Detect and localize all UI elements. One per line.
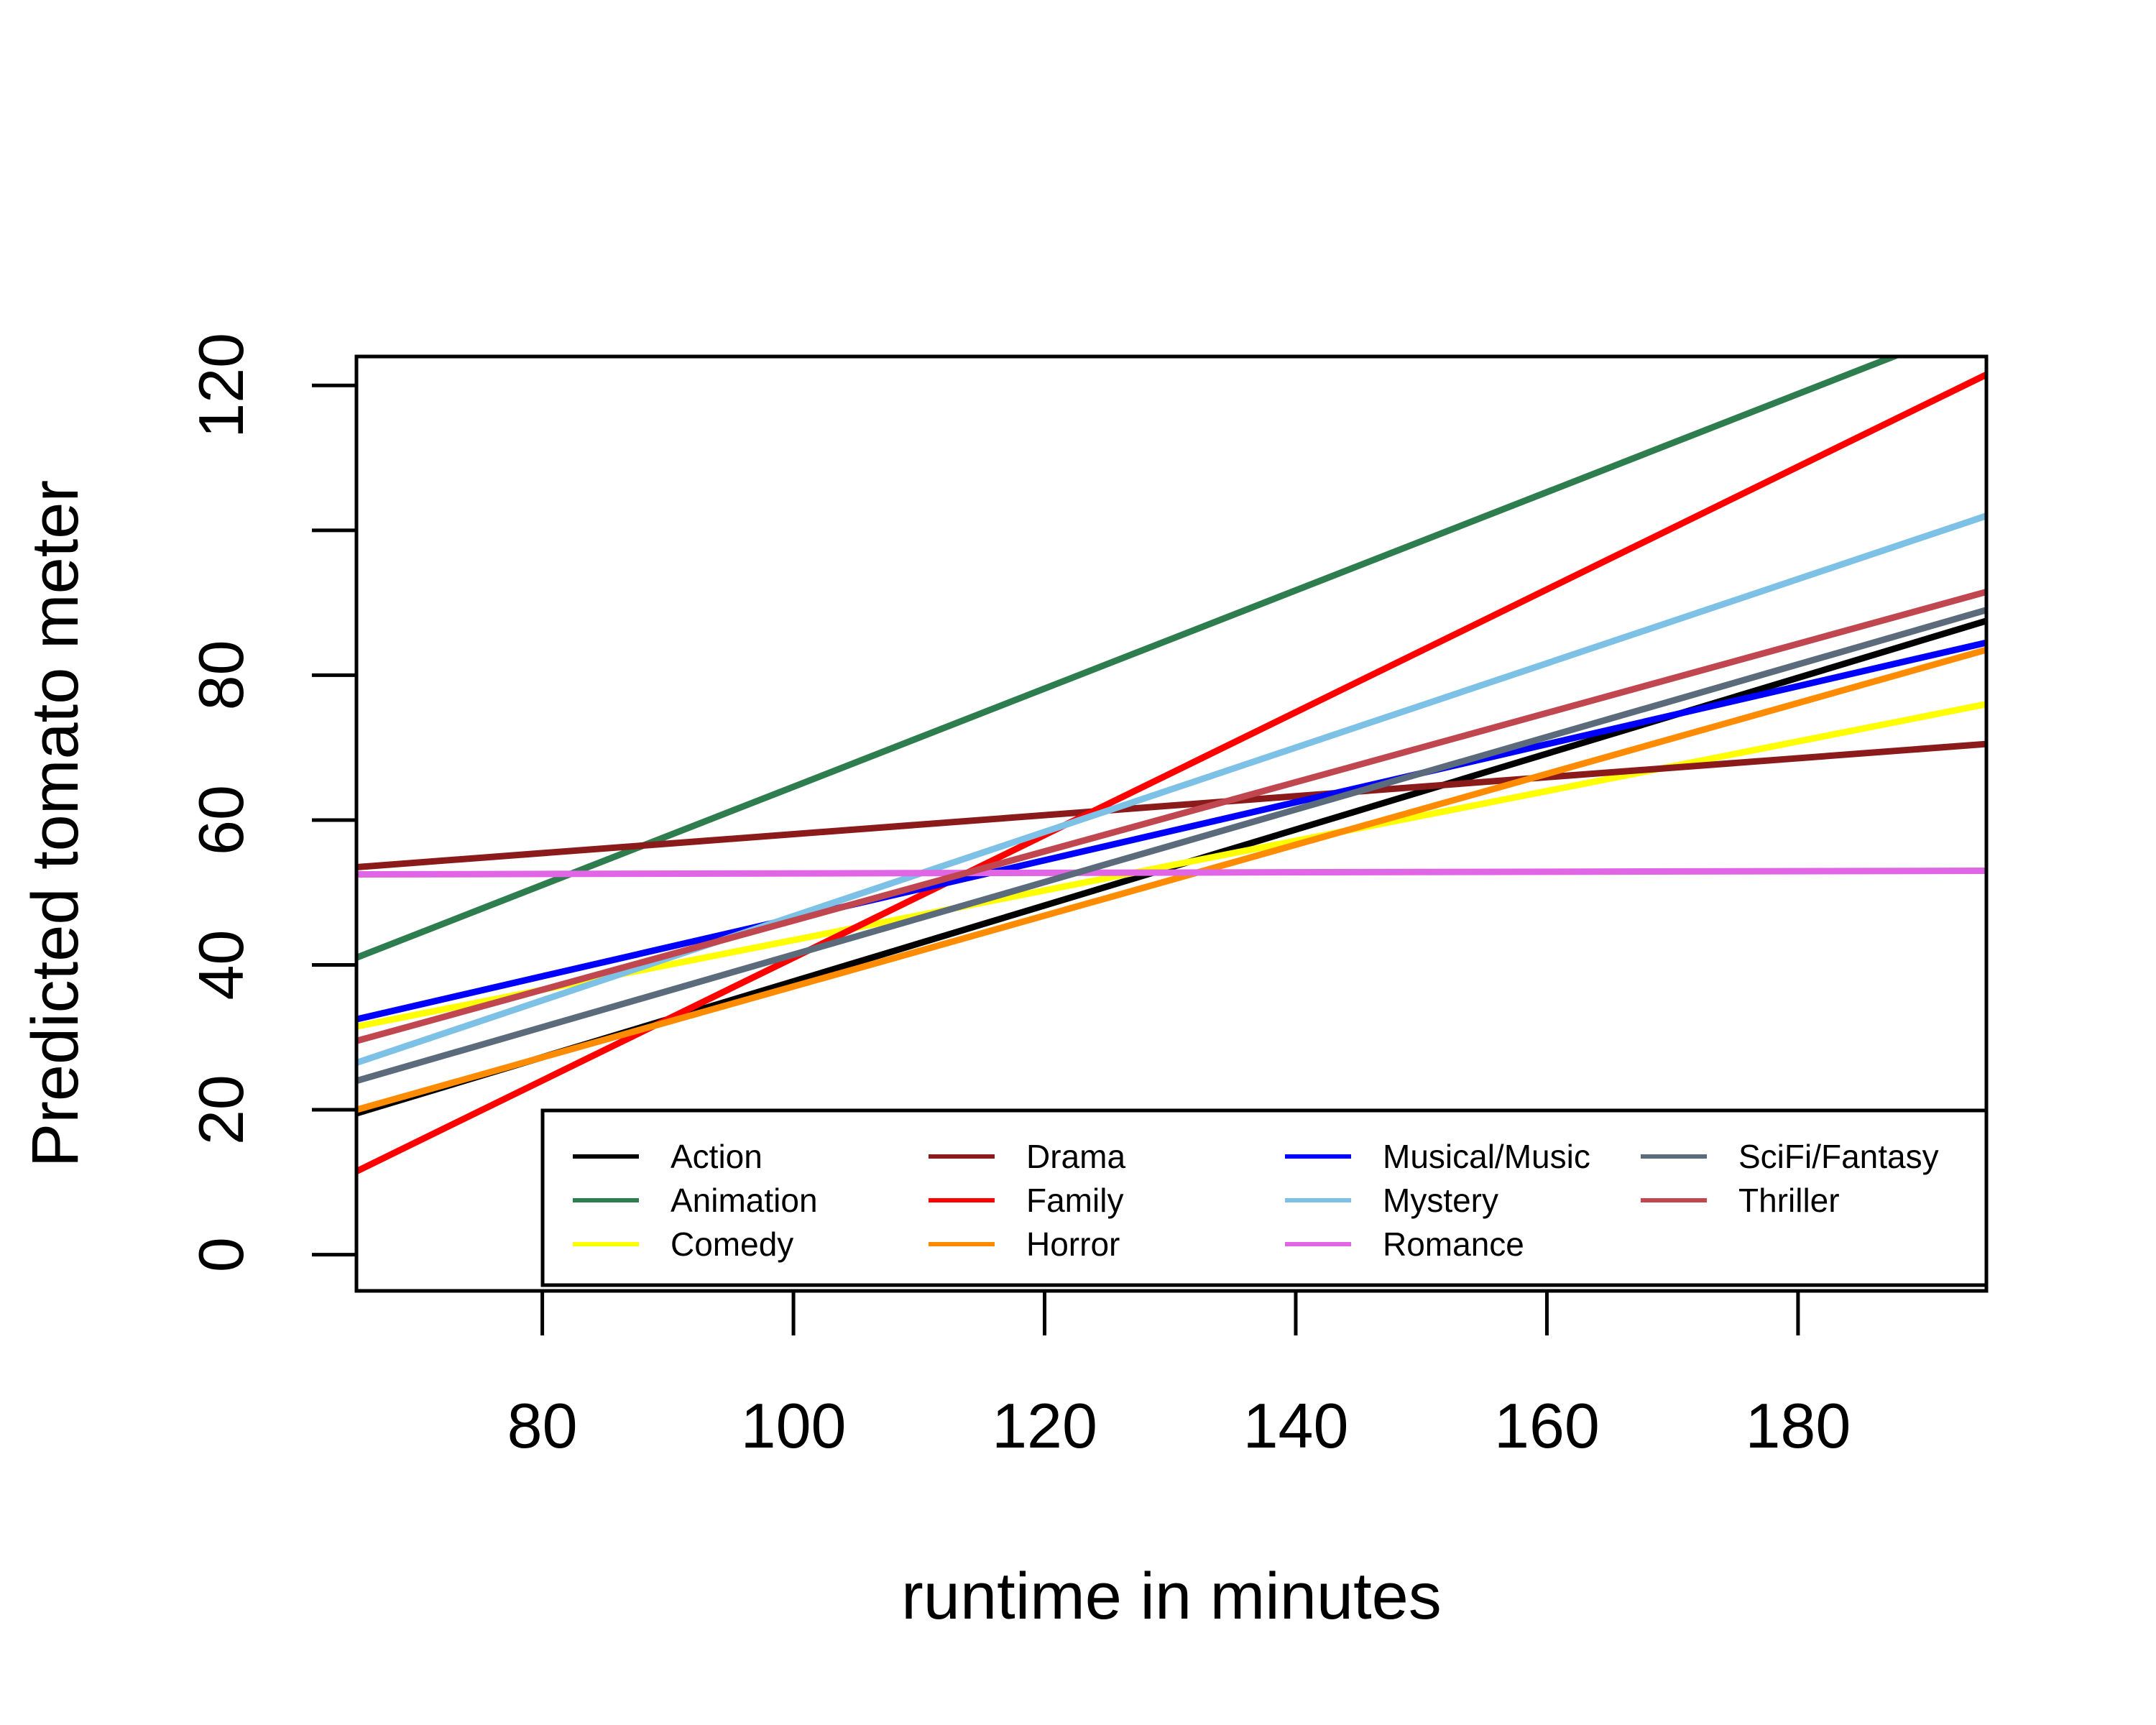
legend: Action Animation Comedy Drama Family Horror Mu… xyxy=(540,1108,1989,1287)
legend-label-10: Thriller xyxy=(1738,1182,1840,1219)
x-tick-label-2: 120 xyxy=(992,1390,1097,1461)
y-tick-label-4: 80 xyxy=(185,640,257,710)
series-layer xyxy=(356,356,1986,1174)
series-line-6 xyxy=(356,639,1986,1023)
legend-label-5: Horror xyxy=(1026,1225,1120,1263)
series-line-5 xyxy=(356,646,1986,1113)
y-tick-label-2: 40 xyxy=(185,930,257,1000)
x-tick-label-3: 140 xyxy=(1243,1390,1349,1461)
x-tick-label-4: 160 xyxy=(1494,1390,1600,1461)
y-tick-label-0: 0 xyxy=(185,1237,257,1272)
x-axis-label: runtime in minutes xyxy=(901,1560,1442,1633)
series-line-1 xyxy=(356,356,1903,961)
x-tick-label-5: 180 xyxy=(1745,1390,1851,1461)
legend-label-0: Action xyxy=(671,1138,763,1175)
x-axis: 80 100 120 140 160 180 xyxy=(507,1291,1851,1461)
series-line-9 xyxy=(356,607,1986,1085)
legend-label-2: Comedy xyxy=(671,1225,793,1263)
legend-label-9: SciFi/Fantasy xyxy=(1738,1138,1939,1175)
y-axis-label: Predicted tomato meter xyxy=(19,480,92,1167)
series-line-8 xyxy=(356,868,1986,878)
series-line-7 xyxy=(356,512,1986,1066)
series-line-10 xyxy=(356,589,1986,1044)
x-tick-label-1: 100 xyxy=(741,1390,847,1461)
legend-box xyxy=(540,1108,1989,1287)
legend-label-8: Romance xyxy=(1383,1225,1524,1263)
plot-frame xyxy=(354,354,1989,1293)
y-axis: 0 20 40 60 80 120 xyxy=(185,333,356,1272)
legend-label-7: Mystery xyxy=(1383,1182,1498,1219)
series-line-3 xyxy=(356,740,1986,870)
y-tick-label-1: 20 xyxy=(185,1075,257,1145)
y-tick-label-6: 120 xyxy=(185,333,257,438)
x-tick-label-0: 80 xyxy=(507,1390,578,1461)
legend-label-4: Family xyxy=(1026,1182,1123,1219)
y-tick-label-3: 60 xyxy=(185,785,257,855)
legend-label-3: Drama xyxy=(1026,1138,1125,1175)
legend-label-6: Musical/Music xyxy=(1383,1138,1590,1175)
legend-label-1: Animation xyxy=(671,1182,818,1219)
series-line-4 xyxy=(356,372,1986,1174)
